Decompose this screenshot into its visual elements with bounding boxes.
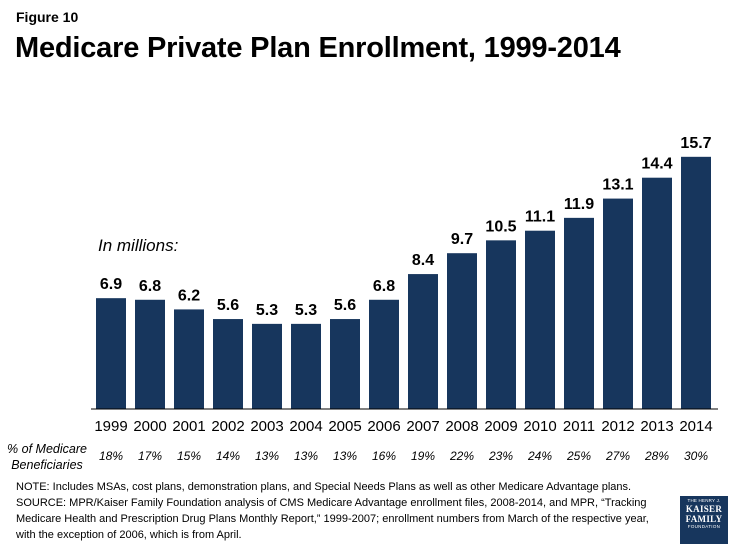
- pct-label-2014: 30%: [684, 449, 708, 463]
- value-label-2011: 11.9: [564, 196, 594, 213]
- value-label-2007: 8.4: [412, 252, 434, 269]
- bar-2001: [174, 309, 204, 409]
- logo-line-1: THE HENRY J.: [687, 498, 721, 503]
- pct-label-2004: 13%: [294, 449, 318, 463]
- pct-label-2011: 25%: [566, 449, 591, 463]
- bar-2014: [681, 156, 711, 409]
- year-label-2004: 2004: [289, 418, 322, 435]
- year-label-2013: 2013: [640, 418, 673, 435]
- year-label-2007: 2007: [406, 418, 439, 435]
- bar-2004: [291, 323, 321, 409]
- year-label-2006: 2006: [367, 418, 400, 435]
- value-label-1999: 6.9: [100, 276, 122, 293]
- value-label-2014: 15.7: [680, 135, 711, 152]
- bar-2010: [525, 230, 555, 409]
- value-label-2004: 5.3: [295, 302, 317, 319]
- pct-label-2008: 22%: [449, 449, 474, 463]
- value-label-2010: 11.1: [525, 209, 555, 226]
- year-label-2001: 2001: [172, 418, 205, 435]
- value-label-2006: 6.8: [373, 278, 395, 295]
- logo-line-4: FOUNDATION: [687, 524, 721, 529]
- bar-2002: [213, 319, 243, 409]
- year-label-1999: 1999: [94, 418, 127, 435]
- pct-label-2012: 27%: [605, 449, 630, 463]
- bar-2012: [603, 198, 633, 409]
- bar-2009: [486, 240, 516, 409]
- value-label-2000: 6.8: [139, 278, 161, 295]
- value-label-2013: 14.4: [641, 156, 672, 173]
- pct-label-2007: 19%: [411, 449, 435, 463]
- note-line-3: Medicare Health and Prescription Drug Pl…: [16, 513, 649, 525]
- pct-row-header-line1: % of Medicare: [7, 442, 87, 456]
- value-label-2012: 13.1: [602, 177, 633, 194]
- bar-2007: [408, 274, 438, 409]
- value-label-2001: 6.2: [178, 287, 200, 304]
- year-label-2008: 2008: [445, 418, 478, 435]
- pct-label-2013: 28%: [644, 449, 669, 463]
- logo-line-3: FAMILY: [685, 514, 723, 524]
- value-label-2009: 10.5: [485, 218, 516, 235]
- bar-2006: [369, 299, 399, 409]
- bar-1999: [96, 298, 126, 409]
- enrollment-bar-chart: 6.9 1999 18% 6.8 2000 17% 6.2 2001 15% 5.6 2002 14%…: [91, 135, 718, 463]
- pct-row-header: % of Medicare Beneficiaries: [4, 441, 90, 473]
- year-label-2003: 2003: [250, 418, 283, 435]
- year-label-2011: 2011: [563, 418, 595, 435]
- year-label-2005: 2005: [328, 418, 361, 435]
- pct-row-header-line2: Beneficiaries: [11, 458, 83, 472]
- pct-label-1999: 18%: [99, 449, 123, 463]
- bar-2008: [447, 253, 477, 409]
- year-label-2010: 2010: [523, 418, 556, 435]
- bar-2005: [330, 319, 360, 409]
- year-label-2014: 2014: [679, 418, 712, 435]
- year-label-2002: 2002: [211, 418, 244, 435]
- note-line-1: NOTE: Includes MSAs, cost plans, demonst…: [16, 481, 632, 493]
- value-label-2008: 9.7: [451, 231, 473, 248]
- value-label-2002: 5.6: [217, 297, 239, 314]
- year-label-2000: 2000: [133, 418, 166, 435]
- pct-label-2009: 23%: [488, 449, 513, 463]
- year-label-2012: 2012: [601, 418, 634, 435]
- figure-label: Figure 10: [16, 9, 79, 25]
- kff-logo: THE HENRY J. KAISER FAMILY FOUNDATION: [680, 496, 728, 544]
- pct-label-2006: 16%: [372, 449, 396, 463]
- note-line-2: SOURCE: MPR/Kaiser Family Foundation ana…: [16, 497, 647, 509]
- pct-label-2010: 24%: [527, 449, 552, 463]
- value-label-2003: 5.3: [256, 302, 278, 319]
- bar-2011: [564, 217, 594, 409]
- chart-title: Medicare Private Plan Enrollment, 1999-2…: [15, 32, 621, 64]
- year-label-2009: 2009: [484, 418, 517, 435]
- bar-2000: [135, 299, 165, 409]
- pct-label-2002: 14%: [216, 449, 240, 463]
- bar-2013: [642, 177, 672, 409]
- pct-label-2003: 13%: [255, 449, 279, 463]
- pct-label-2000: 17%: [138, 449, 162, 463]
- value-label-2005: 5.6: [334, 297, 356, 314]
- bar-2003: [252, 323, 282, 409]
- footnote: NOTE: Includes MSAs, cost plans, demonst…: [16, 479, 666, 543]
- pct-label-2001: 15%: [177, 449, 201, 463]
- logo-line-2: KAISER: [685, 504, 723, 514]
- pct-label-2005: 13%: [333, 449, 357, 463]
- unit-label: In millions:: [98, 236, 179, 255]
- note-line-4: with the exception of 2006, which is fro…: [16, 529, 242, 541]
